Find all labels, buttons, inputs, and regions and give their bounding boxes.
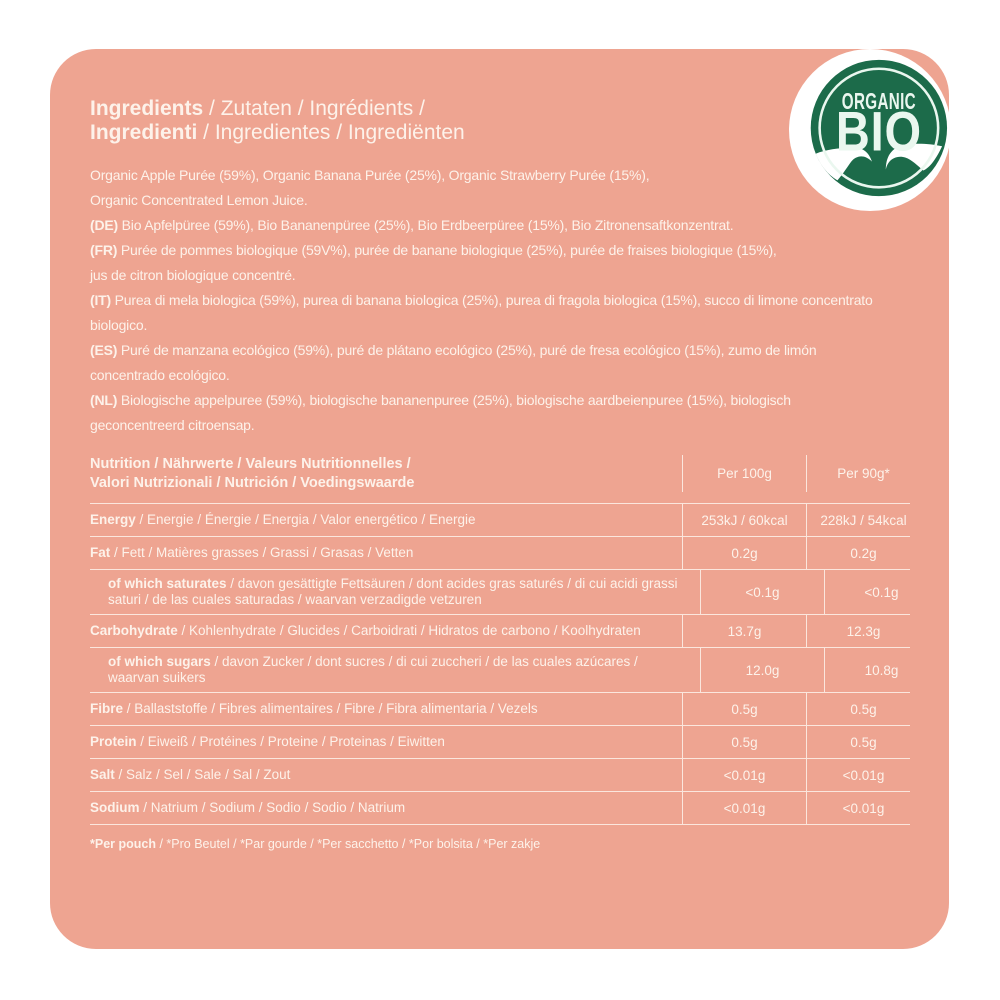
svg-text:BIO: BIO: [836, 101, 922, 162]
